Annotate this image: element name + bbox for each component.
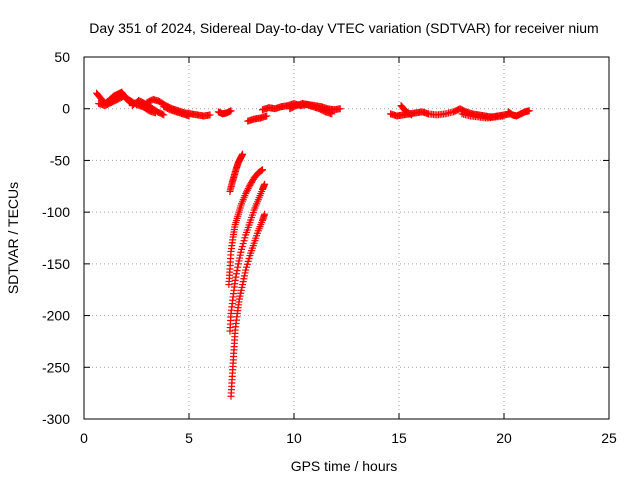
data-point (263, 112, 271, 120)
data-point (227, 107, 235, 115)
data-point (234, 263, 242, 271)
data-point (231, 276, 239, 284)
x-tick-label: 10 (286, 430, 302, 446)
series-arc-i (286, 100, 344, 114)
chart-title: Day 351 of 2024, Sidereal Day-to-day VTE… (89, 20, 598, 36)
x-tick-label: 5 (185, 430, 193, 446)
series-arc-k (397, 102, 416, 119)
data-point (244, 185, 252, 193)
data-point (159, 110, 167, 118)
y-tick-label: -200 (42, 308, 70, 324)
data-point (336, 105, 344, 113)
y-axis-label: SDTVAR / TECUs (5, 182, 21, 294)
data-point (258, 166, 266, 174)
data-points (93, 88, 533, 400)
data-point (408, 111, 416, 119)
data-point (206, 111, 214, 119)
plot-frame (83, 56, 610, 420)
data-point (261, 210, 269, 218)
y-tick-label: -300 (42, 411, 70, 427)
x-tick-label: 20 (496, 430, 512, 446)
data-point (261, 180, 269, 188)
series-arc-n (504, 107, 533, 120)
x-axis-ticks: 0 5 10 15 20 25 (80, 57, 617, 446)
y-tick-label: 50 (54, 49, 70, 65)
data-point (500, 112, 508, 120)
series-dip-2 (225, 166, 266, 289)
data-point (525, 107, 533, 115)
series-dip-4 (227, 210, 269, 400)
x-axis-label: GPS time / hours (291, 458, 398, 474)
x-tick-label: 15 (391, 430, 407, 446)
data-point (243, 188, 251, 196)
data-point (245, 183, 253, 191)
y-tick-label: -50 (50, 152, 70, 168)
data-point (233, 266, 241, 274)
data-point (160, 111, 168, 119)
y-tick-label: -150 (42, 256, 70, 272)
series-arc-e (160, 103, 193, 120)
series-dip-3 (226, 180, 269, 335)
y-tick-label: 0 (62, 101, 70, 117)
series-arc-m (458, 110, 508, 122)
data-point (243, 186, 251, 194)
data-point (239, 150, 247, 158)
data-point (232, 273, 240, 281)
data-point (242, 190, 250, 198)
data-point (232, 270, 240, 278)
series-dip-1 (226, 150, 247, 195)
series-arc-g (244, 112, 271, 125)
series-arc-f (214, 107, 235, 118)
data-point (406, 110, 414, 118)
x-tick-label: 25 (601, 430, 617, 446)
y-tick-label: -250 (42, 359, 70, 375)
data-point (257, 167, 265, 175)
data-point (259, 166, 266, 174)
x-tick-label: 0 (80, 430, 88, 446)
y-tick-label: -100 (42, 204, 70, 220)
data-point (185, 112, 193, 120)
